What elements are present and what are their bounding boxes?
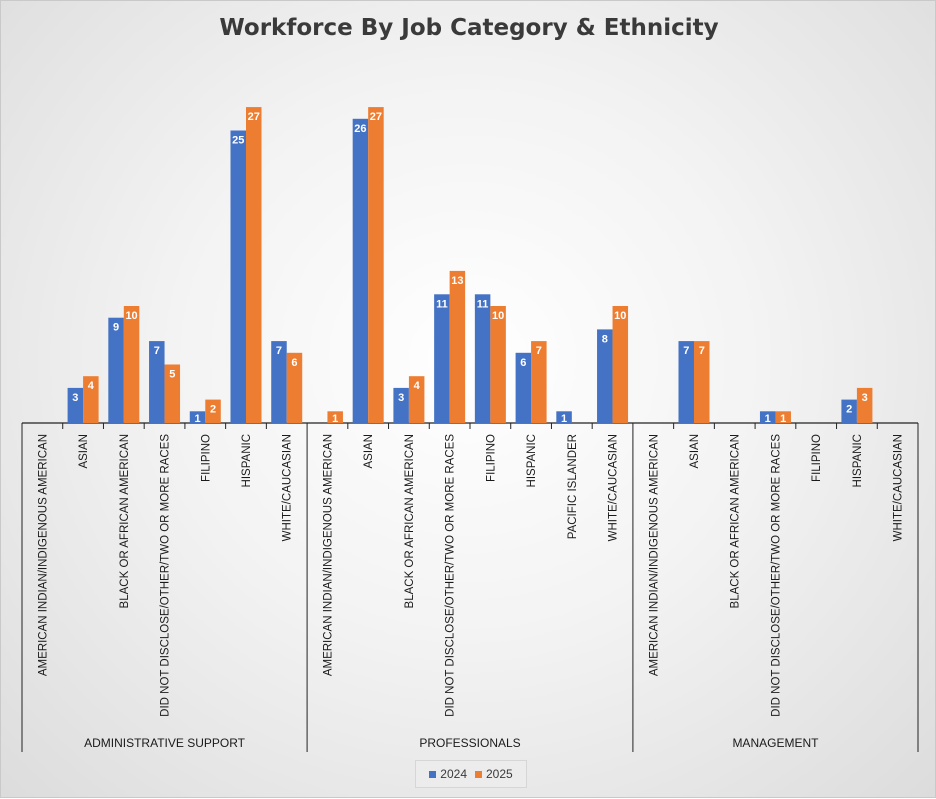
bar-2025-1-4	[490, 306, 506, 423]
legend-item-2024: 2024	[429, 767, 467, 781]
category-label-0-3: DID NOT DISCLOSE/OTHER/TWO OR MORE RACES	[160, 434, 172, 717]
legend-label-2025: 2025	[486, 767, 513, 781]
data-label-2024-2-5: 2	[846, 404, 852, 416]
data-label-2024-1-5: 6	[520, 357, 526, 369]
group-label-1: PROFESSIONALS	[419, 736, 520, 750]
group-label-0: ADMINISTRATIVE SUPPORT	[84, 736, 246, 750]
bar-2025-1-3	[449, 270, 466, 423]
data-label-2024-0-6: 7	[276, 345, 282, 357]
data-label-2024-1-7: 8	[602, 333, 608, 345]
bar-2025-1-2	[408, 376, 425, 423]
data-label-2025-0-3: 5	[169, 369, 175, 381]
data-label-2025-0-2: 10	[125, 310, 137, 322]
category-label-1-6: PACIFIC ISLANDER	[567, 434, 579, 539]
bar-2024-1-6	[556, 411, 572, 423]
category-label-1-3: DID NOT DISCLOSE/OTHER/TWO OR MORE RACES	[445, 434, 457, 717]
bar-2024-1-1	[352, 118, 369, 424]
bar-2025-0-6	[286, 352, 303, 423]
category-label-0-4: FILIPINO	[200, 434, 212, 482]
data-label-2024-0-1: 3	[72, 392, 78, 404]
category-label-2-3: DID NOT DISCLOSE/OTHER/TWO OR MORE RACES	[770, 434, 782, 717]
category-label-0-2: BLACK OR AFRICAN AMERICAN	[119, 434, 131, 608]
bar-2024-1-2	[393, 387, 409, 423]
data-label-2025-0-4: 2	[210, 404, 216, 416]
data-label-2025-2-3: 1	[780, 413, 786, 425]
bar-2024-1-3	[434, 294, 450, 423]
legend-swatch-2024	[429, 770, 437, 778]
bar-2024-2-5	[841, 399, 857, 423]
category-label-0-6: WHITE/CAUCASIAN	[282, 434, 294, 541]
category-label-2-1: ASIAN	[689, 434, 701, 469]
data-label-2024-0-4: 1	[194, 413, 200, 425]
data-label-2024-0-2: 9	[113, 322, 119, 334]
bar-2025-2-1	[694, 341, 710, 423]
category-label-1-2: BLACK OR AFRICAN AMERICAN	[404, 434, 416, 608]
bar-2025-0-1	[83, 376, 99, 423]
bar-2025-0-5	[246, 107, 262, 423]
category-label-2-2: BLACK OR AFRICAN AMERICAN	[730, 434, 742, 608]
category-label-1-5: HISPANIC	[526, 434, 538, 487]
legend-label-2024: 2024	[440, 767, 467, 781]
chart-title: Workforce By Job Category & Ethnicity	[219, 15, 719, 41]
bar-2025-0-2	[123, 306, 140, 423]
bar-2025-1-5	[531, 341, 547, 423]
data-label-2025-2-5: 3	[862, 392, 868, 404]
data-label-2024-2-3: 1	[765, 413, 771, 425]
bar-2024-1-7	[597, 329, 613, 423]
data-label-2025-0-1: 4	[88, 380, 95, 392]
bar-2024-0-2	[108, 317, 124, 423]
data-label-2024-1-2: 3	[398, 392, 404, 404]
data-label-2024-1-3: 11	[436, 298, 448, 310]
category-label-2-5: HISPANIC	[852, 434, 864, 487]
category-label-2-6: WHITE/CAUCASIAN	[893, 434, 905, 541]
bar-2024-1-4	[474, 294, 491, 423]
data-label-2024-1-1: 26	[354, 123, 366, 135]
category-label-1-4: FILIPINO	[485, 434, 497, 482]
data-label-2024-1-6: 1	[561, 413, 567, 425]
data-label-2024-0-3: 7	[154, 345, 160, 357]
data-label-2025-1-7: 10	[614, 310, 626, 322]
group-label-2: MANAGEMENT	[732, 736, 819, 750]
data-label-2024-0-5: 25	[232, 135, 244, 147]
data-label-2025-1-2: 4	[414, 380, 421, 392]
bar-2024-0-4	[189, 411, 206, 423]
bar-2024-2-1	[678, 341, 694, 423]
bar-2025-0-3	[164, 364, 181, 423]
data-label-2025-0-6: 6	[291, 357, 297, 369]
bar-2025-2-5	[856, 387, 873, 423]
bar-2024-0-3	[149, 341, 165, 423]
bar-2025-0-4	[205, 399, 221, 423]
category-label-1-1: ASIAN	[363, 434, 375, 469]
data-label-2025-2-1: 7	[699, 345, 705, 357]
category-label-2-4: FILIPINO	[811, 434, 823, 482]
data-label-2025-1-5: 7	[536, 345, 542, 357]
category-label-0-5: HISPANIC	[241, 434, 253, 487]
data-label-2025-1-1: 27	[370, 111, 382, 123]
category-label-1-0: AMERICAN INDIAN/INDIGENOUS AMERICAN	[322, 434, 334, 676]
category-label-0-0: AMERICAN INDIAN/INDIGENOUS AMERICAN	[37, 434, 49, 676]
data-label-2025-1-4: 10	[492, 310, 504, 322]
legend-swatch-2025	[475, 770, 482, 778]
bar-2024-0-6	[271, 341, 287, 423]
bar-2025-1-0	[327, 411, 343, 423]
bar-2025-1-1	[368, 107, 384, 423]
bar-2024-0-1	[67, 387, 84, 423]
bar-2025-1-7	[612, 306, 629, 423]
bar-2024-2-3	[759, 411, 776, 423]
data-label-2025-1-3: 13	[451, 275, 463, 287]
data-label-2024-2-1: 7	[683, 345, 689, 357]
data-label-2025-1-0: 1	[332, 413, 338, 425]
category-label-1-7: WHITE/CAUCASIAN	[608, 434, 620, 541]
data-label-2025-0-5: 27	[248, 111, 260, 123]
bar-2024-1-5	[515, 352, 532, 423]
legend-item-2025: 2025	[475, 767, 513, 781]
category-label-0-1: ASIAN	[78, 434, 90, 469]
data-label-2024-1-4: 11	[477, 298, 489, 310]
bar-2024-0-5	[230, 130, 246, 423]
bar-2025-2-3	[775, 411, 791, 423]
legend: 2024 2025	[415, 760, 527, 788]
category-label-2-0: AMERICAN INDIAN/INDIGENOUS AMERICAN	[648, 434, 660, 676]
